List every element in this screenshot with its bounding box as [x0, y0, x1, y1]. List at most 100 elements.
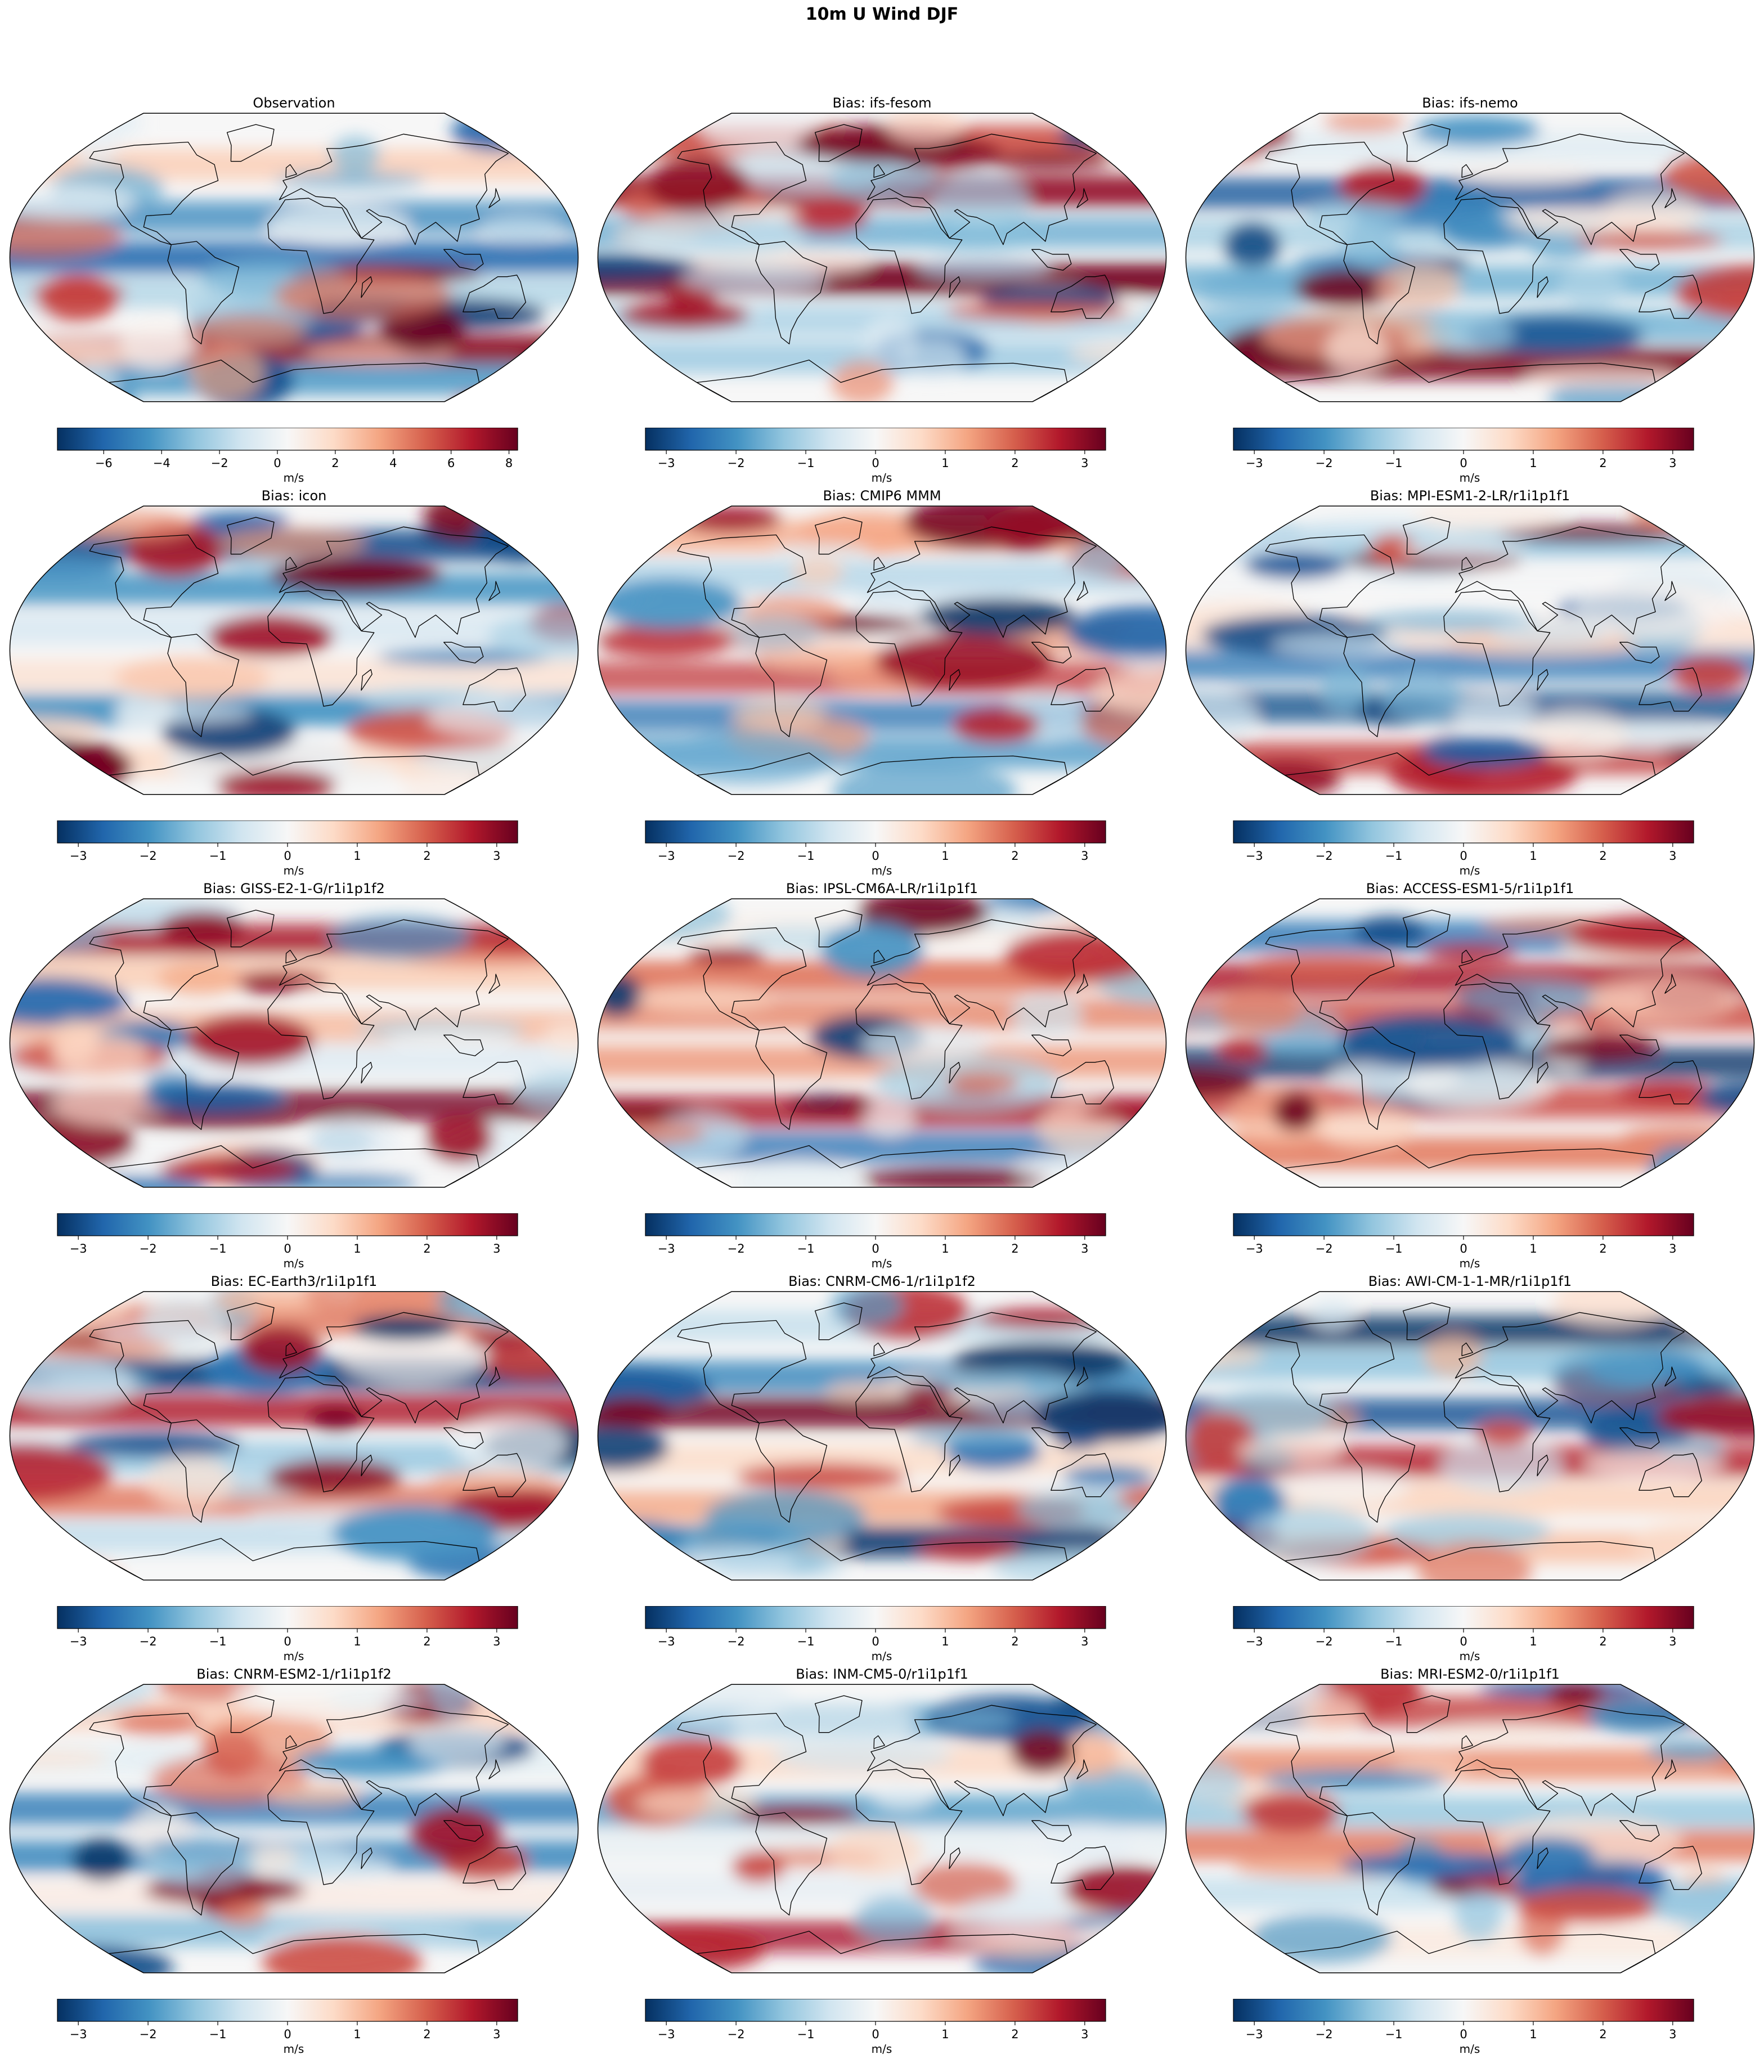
panel-title: Bias: ifs-fesom: [832, 95, 932, 111]
colorbar-tick-label: 1: [353, 2028, 361, 2041]
colorbar-tick-label: 0: [872, 849, 879, 863]
colorbar-gradient: [645, 1606, 1106, 1629]
panel-title: Bias: EC-Earth3/r1i1p1f1: [210, 1273, 378, 1289]
colorbar-tick-label: −2: [728, 1635, 745, 1648]
colorbar-tick-label: −1: [209, 2028, 227, 2041]
panel-title: Bias: ifs-nemo: [1422, 95, 1518, 111]
map-outline: [597, 1684, 1167, 1974]
colorbar-tick-label: −2: [728, 1242, 745, 1255]
colorbar-tick-label: −3: [658, 2028, 675, 2041]
colorbar-label: m/s: [1460, 864, 1480, 877]
colorbar-container: −3 −2 −1 0 1 2 3 m/s: [1176, 1606, 1764, 1679]
colorbar-container: −3 −2 −1 0 1 2 3 m/s: [588, 428, 1176, 501]
world-map: [597, 505, 1167, 795]
map-panel: Bias: IPSL-CM6A-LR/r1i1p1f1 −3 −2 −1 0 1 2 3 m/s: [588, 880, 1176, 1274]
colorbar: −3 −2 −1 0 1 2 3 m/s: [1233, 1606, 1694, 1663]
colorbar: −3 −2 −1 0 1 2 3 m/s: [645, 1999, 1106, 2056]
colorbar-tick-label: 0: [284, 2028, 291, 2041]
colorbar-tick-label: 0: [1460, 849, 1467, 863]
colorbar-tick-label: −2: [1316, 1635, 1333, 1648]
colorbar-tick-label: −3: [1246, 849, 1263, 863]
map-field: [1186, 113, 1754, 402]
colorbar: −3 −2 −1 0 1 2 3 m/s: [57, 1606, 518, 1663]
colorbar-label: m/s: [1460, 471, 1480, 485]
coastlines: [89, 909, 526, 1187]
panel-title: Bias: AWI-CM-1-1-MR/r1i1p1f1: [1368, 1273, 1572, 1289]
colorbar-tick-label: −2: [140, 849, 157, 863]
map-panel: Bias: ifs-nemo −3 −2 −1 0 1 2 3 m/s: [1176, 95, 1764, 488]
world-map: [1185, 898, 1755, 1188]
colorbar-tick-label: 0: [273, 456, 281, 470]
map-outline: [1185, 1684, 1755, 1974]
colorbar-gradient: [645, 428, 1106, 451]
colorbar-tick-label: −3: [658, 1242, 675, 1255]
colorbar: −3 −2 −1 0 1 2 3 m/s: [1233, 820, 1694, 877]
colorbar-tick-label: −2: [1316, 1242, 1333, 1255]
colorbar-gradient: [1233, 1999, 1694, 2022]
colorbar-container: −3 −2 −1 0 1 2 3 m/s: [1176, 428, 1764, 501]
map-panel: Bias: CNRM-ESM2-1/r1i1p1f2 −3 −2 −1 0 1 2 3 m/s: [0, 1666, 588, 2060]
colorbar-label: m/s: [284, 1649, 304, 1663]
map-field: [598, 113, 1166, 402]
colorbar-tick-label: 2: [1599, 849, 1606, 863]
colorbar-tick-label: 2: [1011, 849, 1018, 863]
map-outline: [9, 1684, 579, 1974]
figure-title: 10m U Wind DJF: [805, 5, 959, 24]
world-map: [9, 505, 579, 795]
map-outline: [1185, 113, 1755, 402]
colorbar-label: m/s: [284, 1257, 304, 1270]
colorbar: −6 −4 −2 0 2 4 6 8 m/s: [57, 428, 518, 485]
world-map: [597, 898, 1167, 1188]
panel-title: Observation: [253, 95, 335, 111]
colorbar-label: m/s: [1460, 1649, 1480, 1663]
colorbar-tick-label: 3: [1669, 456, 1676, 470]
colorbar-tick-label: 0: [1460, 1242, 1467, 1255]
colorbar-tick-label: −1: [209, 1635, 227, 1648]
map-field: [598, 899, 1166, 1187]
map-field: [10, 506, 578, 795]
colorbar-gradient: [57, 428, 518, 451]
map-panel: Bias: CNRM-CM6-1/r1i1p1f2 −3 −2 −1 0 1 2 3 m/s: [588, 1273, 1176, 1667]
colorbar-gradient: [57, 1606, 518, 1629]
colorbar-tick-label: −3: [70, 849, 87, 863]
colorbar-label: m/s: [284, 864, 304, 877]
colorbar-label: m/s: [872, 1257, 892, 1270]
colorbar: −3 −2 −1 0 1 2 3 m/s: [1233, 428, 1694, 485]
map-field: [10, 1684, 578, 1973]
colorbar-tick-label: −1: [1385, 1635, 1403, 1648]
colorbar: −3 −2 −1 0 1 2 3 m/s: [645, 1213, 1106, 1270]
panel-title: Bias: icon: [261, 488, 327, 504]
panel-title: Bias: IPSL-CM6A-LR/r1i1p1f1: [786, 881, 978, 896]
colorbar-container: −3 −2 −1 0 1 2 3 m/s: [588, 820, 1176, 894]
colorbar-tick-label: −2: [728, 2028, 745, 2041]
map-outline: [9, 505, 579, 795]
map-panel: Bias: MPI-ESM1-2-LR/r1i1p1f1 −3 −2 −1 0 1 2 3 m/…: [1176, 487, 1764, 881]
colorbar-tick-label: −1: [797, 1242, 815, 1255]
colorbar-container: −3 −2 −1 0 1 2 3 m/s: [1176, 1999, 1764, 2072]
colorbar-tick-label: 3: [1669, 1635, 1676, 1648]
colorbar-tick-label: −2: [140, 1242, 157, 1255]
map-panel: Bias: EC-Earth3/r1i1p1f1 −3 −2 −1 0 1 2 3 m/s: [0, 1273, 588, 1667]
colorbar-tick-label: 0: [872, 1635, 879, 1648]
colorbar-tick-label: −2: [728, 456, 745, 470]
colorbar-container: −3 −2 −1 0 1 2 3 m/s: [588, 1213, 1176, 1286]
colorbar-tick-label: −2: [140, 2028, 157, 2041]
map-field: [1186, 506, 1754, 795]
colorbar-tick-label: −2: [1316, 849, 1333, 863]
colorbar-container: −3 −2 −1 0 1 2 3 m/s: [588, 1999, 1176, 2072]
colorbar: −3 −2 −1 0 1 2 3 m/s: [57, 1213, 518, 1270]
map-outline: [597, 898, 1167, 1188]
map-panel: Bias: ifs-fesom −3 −2 −1 0 1 2 3 m/s: [588, 95, 1176, 488]
colorbar-tick-label: 1: [1529, 849, 1537, 863]
colorbar-tick-label: 0: [284, 1242, 291, 1255]
panel-title: Bias: ACCESS-ESM1-5/r1i1p1f1: [1366, 881, 1574, 896]
colorbar-tick-label: −1: [797, 1635, 815, 1648]
colorbar-tick-label: −3: [658, 456, 675, 470]
colorbar-tick-label: 2: [423, 849, 430, 863]
map-field: [598, 1291, 1166, 1580]
map-panel: Bias: AWI-CM-1-1-MR/r1i1p1f1 −3 −2 −1 0 1 2 3 m/…: [1176, 1273, 1764, 1667]
colorbar-tick-label: 2: [423, 2028, 430, 2041]
map-field: [598, 506, 1166, 795]
map-outline: [1185, 505, 1755, 795]
colorbar-tick-label: 3: [1081, 849, 1088, 863]
